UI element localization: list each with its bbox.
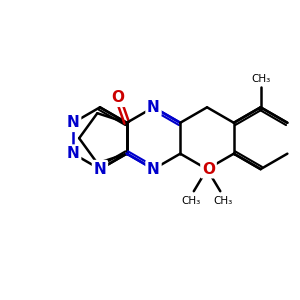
Text: CH₃: CH₃ [181,196,200,206]
Text: CH₃: CH₃ [251,74,270,84]
Text: N: N [67,146,80,161]
Text: O: O [202,162,215,177]
Text: CH₃: CH₃ [214,196,233,206]
Text: O: O [111,90,124,105]
Text: N: N [147,100,160,115]
Text: N: N [67,115,80,130]
Text: N: N [147,162,160,177]
Text: N: N [94,162,106,177]
